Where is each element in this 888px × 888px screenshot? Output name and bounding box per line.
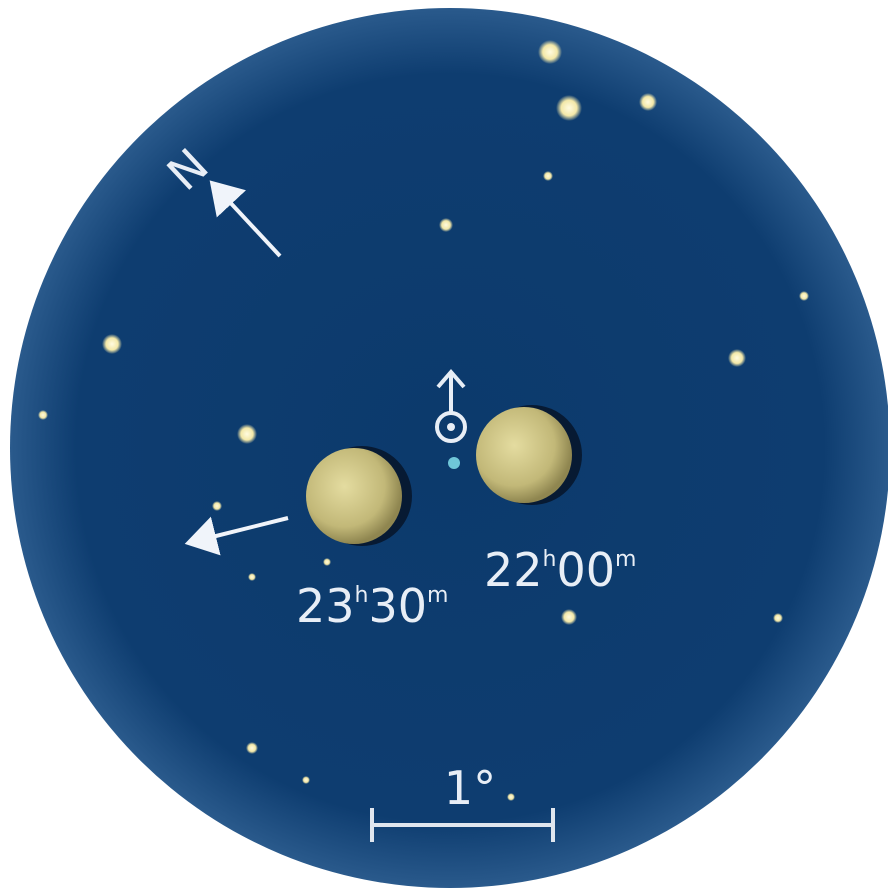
time-label: 22h00m (484, 543, 636, 597)
field-of-view (10, 8, 888, 888)
hours-unit: h (355, 583, 369, 608)
moon-2200 (476, 405, 582, 505)
hours: 22 (484, 543, 543, 597)
uranus-center (447, 423, 455, 431)
scale-bar (370, 808, 555, 842)
hours-unit: h (543, 547, 557, 572)
scale-label: 1° (444, 761, 496, 815)
uranus (448, 457, 460, 469)
minutes-unit: m (615, 547, 636, 572)
minutes: 00 (557, 543, 616, 597)
minutes: 30 (369, 579, 428, 633)
uranus-symbol (435, 368, 467, 443)
stars (38, 40, 809, 801)
time-label: 23h30m (296, 579, 448, 633)
minutes-unit: m (427, 583, 448, 608)
hours: 23 (296, 579, 355, 633)
moon-2330 (306, 446, 412, 546)
motion-arrow (184, 516, 289, 556)
